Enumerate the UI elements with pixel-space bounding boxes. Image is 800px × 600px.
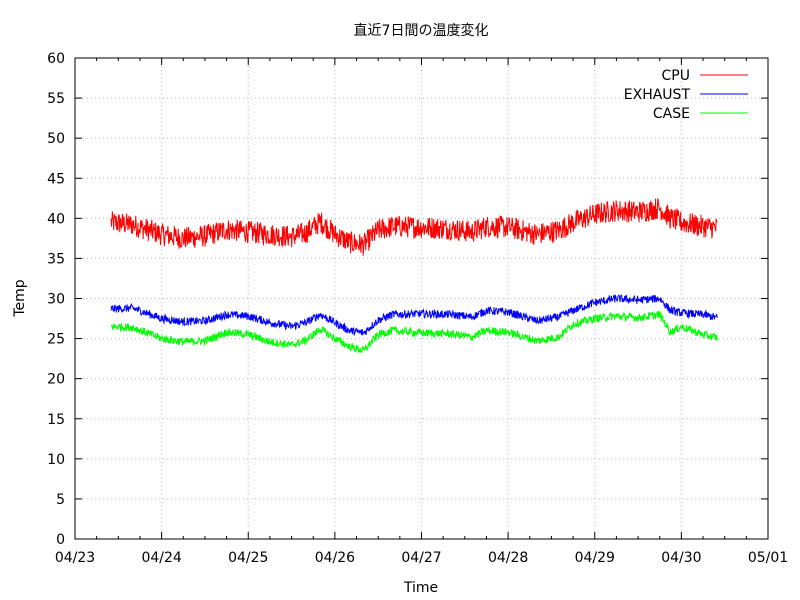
chart-title: 直近7日間の温度変化: [354, 22, 489, 39]
y-tick-label: 35: [47, 251, 65, 267]
series-line-exhaust: [110, 294, 718, 336]
y-axis-title: Temp: [12, 279, 28, 317]
legend-label-cpu: CPU: [662, 68, 690, 84]
y-tick-label: 40: [47, 211, 65, 227]
y-tick-label: 5: [56, 492, 65, 508]
x-tick-label: 04/25: [228, 550, 268, 566]
y-tick-label: 60: [47, 51, 65, 67]
grid: [75, 58, 768, 539]
x-tick-label: 04/27: [401, 550, 441, 566]
x-tick-label: 05/01: [748, 550, 788, 566]
series-line-cpu: [110, 198, 718, 256]
x-tick-label: 04/26: [315, 550, 355, 566]
y-tick-label: 50: [47, 131, 65, 147]
axis-ticks: [74, 57, 769, 540]
series-line-case: [110, 310, 718, 354]
legend-label-exhaust: EXHAUST: [624, 87, 691, 103]
legend: CPU EXHAUST CASE: [624, 68, 748, 122]
y-tick-labels: 0 5 10 15 20 25 30 35 40 45 50 55 60: [47, 51, 65, 548]
y-tick-label: 0: [56, 532, 65, 548]
x-tick-label: 04/29: [575, 550, 615, 566]
y-tick-label: 25: [47, 332, 65, 348]
y-tick-label: 10: [47, 452, 65, 468]
series-lines: [110, 198, 718, 354]
x-tick-label: 04/24: [141, 550, 181, 566]
y-tick-label: 45: [47, 171, 65, 187]
y-tick-label: 15: [47, 412, 65, 428]
x-tick-label: 04/28: [488, 550, 528, 566]
y-tick-label: 30: [47, 292, 65, 308]
y-tick-label: 20: [47, 372, 65, 388]
x-tick-labels: 04/23 04/24 04/25 04/26 04/27 04/28 04/29 04/30…: [55, 550, 788, 566]
y-tick-label: 55: [47, 91, 65, 107]
x-tick-label: 04/23: [55, 550, 95, 566]
x-tick-label: 04/30: [661, 550, 701, 566]
legend-label-case: CASE: [653, 106, 690, 122]
x-axis-title: Time: [403, 580, 438, 596]
